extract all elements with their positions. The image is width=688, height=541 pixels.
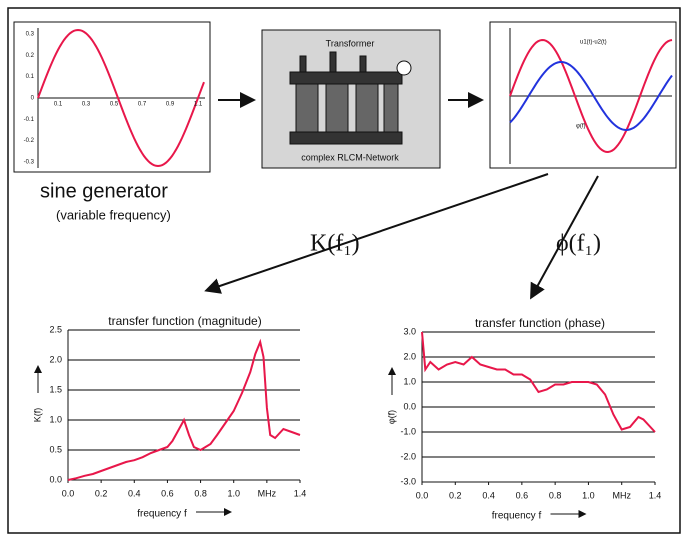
x-tick-label: 0.2 — [449, 490, 462, 500]
chart-title: transfer function (magnitude) — [108, 314, 261, 328]
y-tick-label: -3.0 — [400, 476, 416, 486]
scope-panel — [489, 21, 677, 169]
sine-curve — [37, 28, 205, 168]
scope-curve — [509, 61, 673, 132]
y-tick-label: 0.5 — [49, 444, 62, 454]
x-tick-label: 0.4 — [128, 488, 141, 498]
x-tick-label: 0.8 — [549, 490, 562, 500]
x-tick-label: 0.8 — [194, 488, 207, 498]
y-tick-label: -1.0 — [400, 426, 416, 436]
x-tick-label: 1.0 — [582, 490, 595, 500]
scope-curve — [509, 38, 673, 154]
sine-tick: 0.5 — [110, 102, 119, 108]
sine-tick: 0.2 — [26, 53, 35, 59]
x-tick-label: MHz — [612, 490, 631, 500]
data-line — [67, 338, 301, 481]
y-axis-label: φ(f) — [386, 410, 396, 424]
x-tick-label: 1.4 — [294, 488, 307, 498]
x-tick-label: 0.0 — [62, 488, 75, 498]
x-tick-label: 0.0 — [416, 490, 429, 500]
data-line — [421, 331, 656, 433]
sine-tick: -0.3 — [24, 160, 35, 166]
y-tick-label: -2.0 — [400, 451, 416, 461]
arrow-label: ϕ(f₁) — [556, 231, 601, 257]
sine-tick: 0.3 — [26, 32, 35, 38]
transformer-box — [261, 29, 441, 169]
y-tick-label: 1.0 — [49, 414, 62, 424]
y-tick-label: 0.0 — [403, 401, 416, 411]
transformer-icon — [289, 51, 412, 145]
x-tick-label: 0.6 — [516, 490, 529, 500]
chart-title: transfer function (phase) — [475, 316, 605, 330]
network-label: complex RLCM-Network — [301, 152, 399, 162]
sine-tick: 0 — [31, 96, 35, 102]
y-tick-label: 1.0 — [403, 376, 416, 386]
x-tick-label: MHz — [258, 488, 277, 498]
scope-phase: φ(f) — [576, 124, 586, 130]
arrow — [204, 173, 549, 294]
x-tick-label: 0.2 — [95, 488, 108, 498]
x-tick-label: 0.6 — [161, 488, 174, 498]
sine-tick: 1.1 — [194, 102, 203, 108]
sine-tick: 0.9 — [166, 102, 175, 108]
scope-label: u1(t)-u2(t) — [580, 40, 607, 46]
x-tick-label: 1.0 — [227, 488, 240, 498]
sine-panel — [13, 21, 211, 173]
y-axis-label: K(f) — [32, 408, 42, 423]
y-tick-label: 2.0 — [49, 354, 62, 364]
y-tick-label: 2.0 — [403, 351, 416, 361]
x-axis-label: frequency f — [492, 511, 542, 522]
transformer-label: Transformer — [326, 38, 375, 48]
x-axis-label: frequency f — [137, 509, 187, 520]
sine-tick: -0.1 — [24, 117, 35, 123]
arrow-label: K(f₁) — [310, 231, 360, 257]
sine-sub: (variable frequency) — [56, 207, 171, 222]
x-tick-label: 0.4 — [482, 490, 495, 500]
frame — [7, 7, 681, 534]
sine-tick: 0.3 — [82, 102, 91, 108]
sine-label: sine generator — [40, 180, 168, 202]
sine-tick: 0.1 — [26, 74, 35, 80]
y-tick-label: 0.0 — [49, 474, 62, 484]
sine-tick: 0.1 — [54, 102, 63, 108]
y-tick-label: 3.0 — [403, 326, 416, 336]
arrow — [530, 175, 599, 300]
x-tick-label: 1.4 — [649, 490, 662, 500]
y-tick-label: 1.5 — [49, 384, 62, 394]
y-tick-label: 2.5 — [49, 324, 62, 334]
sine-tick: -0.2 — [24, 138, 35, 144]
sine-tick: 0.7 — [138, 102, 147, 108]
